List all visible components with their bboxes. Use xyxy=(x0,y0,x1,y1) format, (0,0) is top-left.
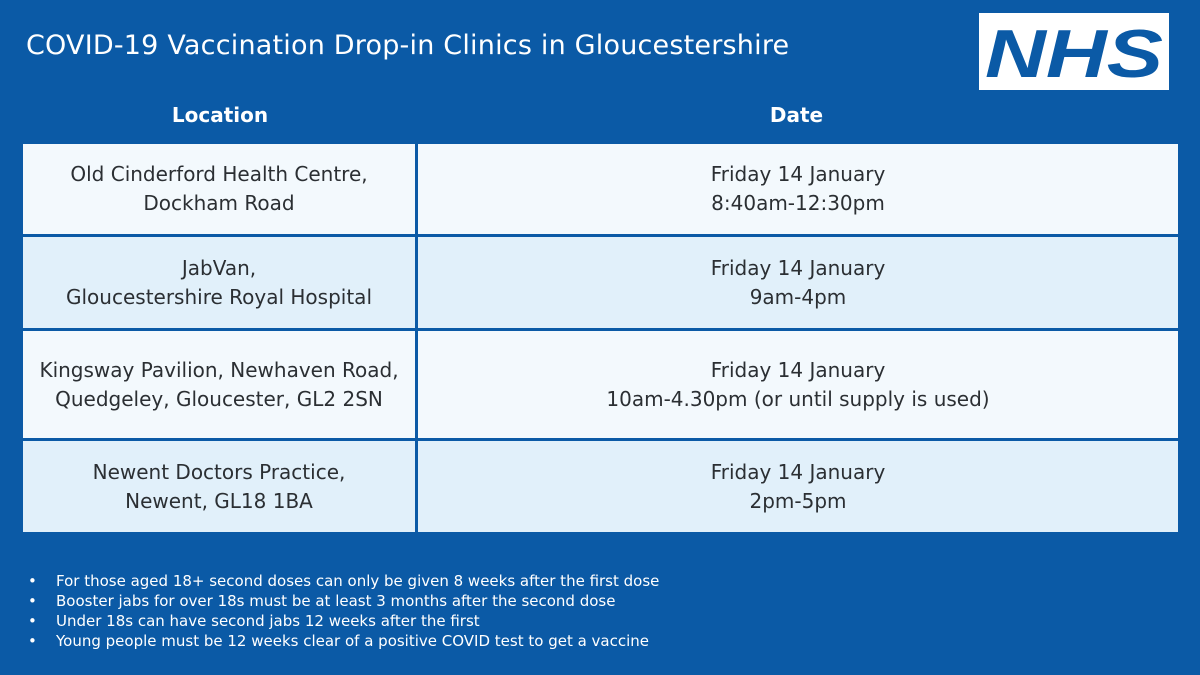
note-text: Under 18s can have second jabs 12 weeks … xyxy=(56,612,480,630)
date-cell: Friday 14 January 10am-4.30pm (or until … xyxy=(418,331,1178,438)
date-cell: Friday 14 January 9am-4pm xyxy=(418,237,1178,328)
date-line: Friday 14 January xyxy=(710,357,886,382)
nhs-logo-text: NHS xyxy=(985,16,1163,90)
list-item: • Under 18s can have second jabs 12 week… xyxy=(28,611,659,631)
location-column-header: Location xyxy=(171,103,269,127)
bullet: • xyxy=(28,592,37,610)
time-line: 9am-4pm xyxy=(749,284,847,309)
date-line: Friday 14 January xyxy=(710,255,886,280)
table-row: JabVan, Gloucestershire Royal Hospital F… xyxy=(23,237,1178,328)
note-text: For those aged 18+ second doses can only… xyxy=(56,572,660,590)
bullet: • xyxy=(28,572,37,590)
location-line: Kingsway Pavilion, Newhaven Road, xyxy=(39,357,399,382)
list-item: • Booster jabs for over 18s must be at l… xyxy=(28,591,659,611)
table-row: Kingsway Pavilion, Newhaven Road, Quedge… xyxy=(23,331,1178,438)
location-line: Newent, GL18 1BA xyxy=(125,488,313,513)
list-item: • Young people must be 12 weeks clear of… xyxy=(28,631,659,651)
time-line: 10am-4.30pm (or until supply is used) xyxy=(606,386,990,411)
page-title: COVID-19 Vaccination Drop-in Clinics in … xyxy=(26,30,790,61)
list-item: • For those aged 18+ second doses can on… xyxy=(28,571,659,591)
date-line: Friday 14 January xyxy=(710,459,886,484)
date-cell: Friday 14 January 8:40am-12:30pm xyxy=(418,144,1178,234)
note-text: Young people must be 12 weeks clear of a… xyxy=(56,632,650,650)
table-row: Newent Doctors Practice, Newent, GL18 1B… xyxy=(23,441,1178,532)
date-cell: Friday 14 January 2pm-5pm xyxy=(418,441,1178,532)
date-line: Friday 14 January xyxy=(710,162,886,186)
location-line: Old Cinderford Health Centre, xyxy=(70,162,368,186)
note-text: Booster jabs for over 18s must be at lea… xyxy=(56,592,616,610)
clinic-table: Old Cinderford Health Centre, Dockham Ro… xyxy=(23,144,1178,535)
location-cell: Kingsway Pavilion, Newhaven Road, Quedge… xyxy=(23,331,415,438)
notes-list: • For those aged 18+ second doses can on… xyxy=(28,571,659,651)
bullet: • xyxy=(28,612,37,630)
location-line: Newent Doctors Practice, xyxy=(92,459,346,484)
location-cell: JabVan, Gloucestershire Royal Hospital xyxy=(23,237,415,328)
nhs-logo: NHS xyxy=(979,13,1169,90)
table-row: Old Cinderford Health Centre, Dockham Ro… xyxy=(23,144,1178,234)
location-line: JabVan, xyxy=(181,255,257,280)
table-header: Location Date xyxy=(24,100,1177,130)
location-cell: Newent Doctors Practice, Newent, GL18 1B… xyxy=(23,441,415,532)
time-line: 8:40am-12:30pm xyxy=(711,191,885,215)
location-cell: Old Cinderford Health Centre, Dockham Ro… xyxy=(23,144,415,234)
time-line: 2pm-5pm xyxy=(749,488,847,513)
bullet: • xyxy=(28,632,37,650)
location-line: Quedgeley, Gloucester, GL2 2SN xyxy=(55,386,383,411)
date-column-header: Date xyxy=(769,103,824,127)
location-line: Dockham Road xyxy=(143,191,295,215)
location-line: Gloucestershire Royal Hospital xyxy=(66,284,372,309)
